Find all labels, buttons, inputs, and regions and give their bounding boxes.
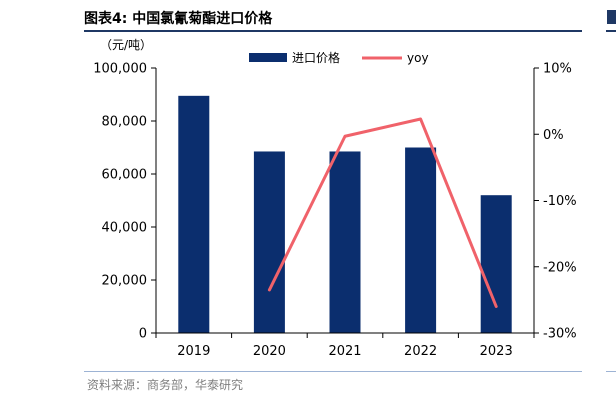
left-tick-label: 100,000 [93, 62, 147, 77]
clipped-adjacent-figure [606, 0, 616, 403]
left-tick-label: 80,000 [102, 115, 148, 130]
legend: 进口价格 yoy [249, 50, 429, 65]
clipped-footer-divider [606, 371, 616, 372]
legend-label-line: yoy [407, 51, 429, 65]
x-tick-label: 2019 [177, 344, 210, 359]
bar-series [178, 95, 512, 333]
left-tick-label: 0 [139, 327, 147, 342]
bar-2022 [405, 147, 437, 333]
right-y-axis: -30% -20% -10% 0% 10% [533, 62, 577, 342]
left-tick-label: 60,000 [102, 168, 148, 183]
left-y-axis: 0 20,000 40,000 60,000 80,000 100,000 [93, 62, 157, 342]
source-note: 资料来源：商务部，华泰研究 [87, 378, 244, 392]
x-tick-label: 2023 [480, 344, 513, 359]
left-tick-label: 40,000 [102, 221, 148, 236]
x-tick-label: 2020 [253, 344, 286, 359]
bar-2020 [253, 151, 285, 333]
right-tick-label: -10% [543, 194, 577, 209]
left-tick-label: 20,000 [102, 274, 148, 289]
x-axis: 2019 2020 2021 2022 2023 [155, 332, 535, 359]
right-tick-label: -30% [543, 327, 577, 342]
clipped-title-fragment [607, 10, 616, 24]
bar-2019 [178, 95, 210, 333]
title-divider [84, 30, 582, 32]
yoy-line [267, 117, 498, 308]
legend-swatch-bar [249, 53, 287, 62]
right-tick-label: 10% [543, 62, 572, 77]
footer-divider [84, 371, 582, 372]
yoy-line-series [267, 117, 498, 308]
legend-label-bar: 进口价格 [292, 50, 340, 65]
bar-2023 [480, 195, 512, 333]
unit-label: （元/吨） [100, 38, 153, 52]
right-tick-label: 0% [543, 128, 564, 143]
clipped-title-divider [606, 30, 616, 32]
bar-2021 [329, 151, 361, 333]
x-tick-label: 2021 [328, 344, 361, 359]
right-tick-label: -20% [543, 260, 577, 275]
x-tick-label: 2022 [404, 344, 437, 359]
chart-title: 图表4: 中国氯氰菊酯进口价格 [84, 11, 273, 27]
